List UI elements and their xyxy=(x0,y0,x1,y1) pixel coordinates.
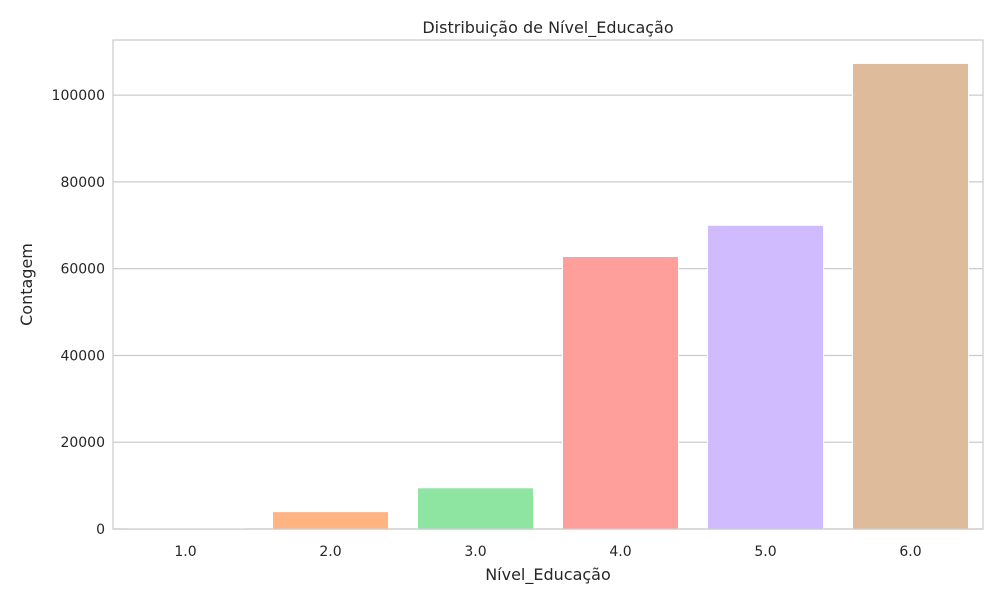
x-tick-labels: 1.0 2.0 3.0 4.0 5.0 6.0 xyxy=(174,544,921,560)
y-tick-label: 40000 xyxy=(60,348,105,364)
y-tick-label: 20000 xyxy=(60,435,105,451)
bar-2.0 xyxy=(272,511,389,530)
bar-5.0 xyxy=(707,224,824,530)
x-tick-label: 4.0 xyxy=(609,544,631,560)
x-tick-label: 3.0 xyxy=(464,544,486,560)
x-tick-label: 2.0 xyxy=(319,544,341,560)
y-tick-labels: 0 20000 40000 60000 80000 100000 xyxy=(52,88,105,538)
y-axis-title: Contagem xyxy=(17,243,36,326)
x-tick-label: 5.0 xyxy=(754,544,776,560)
x-tick-label: 1.0 xyxy=(174,544,196,560)
x-tick-label: 6.0 xyxy=(899,544,921,560)
bar-3.0 xyxy=(417,487,534,530)
y-tick-label: 80000 xyxy=(60,175,105,191)
x-axis-title: Nível_Educação xyxy=(485,565,611,585)
y-tick-label: 60000 xyxy=(60,262,105,278)
chart-title: Distribuição de Nível_Educação xyxy=(422,18,673,38)
bars xyxy=(127,62,969,530)
y-tick-label: 100000 xyxy=(52,88,105,104)
plot-frame xyxy=(112,39,984,530)
y-tick-label: 0 xyxy=(96,522,105,538)
bar-6.0 xyxy=(852,62,969,530)
bar-4.0 xyxy=(562,256,679,530)
